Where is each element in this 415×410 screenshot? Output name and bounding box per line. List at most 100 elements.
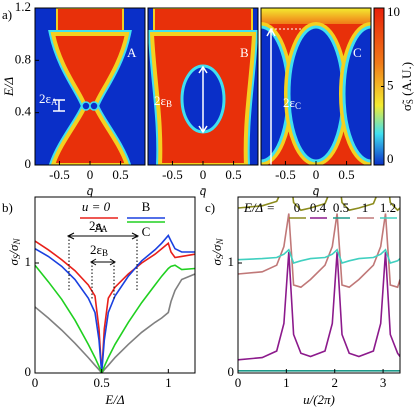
x-tick-label: 1: [283, 375, 290, 390]
y-tick-label: 0.4: [15, 104, 32, 119]
y-axis-label: E/Δ: [1, 77, 16, 98]
x-axis-label: q̄: [313, 183, 320, 198]
y-tick-label: 0: [25, 156, 32, 171]
y-axis-label-part: σ: [209, 258, 224, 265]
x-tick-label: 0: [32, 375, 39, 390]
annotation: 2εB: [90, 242, 108, 258]
colorbar-label: σ̃S (A.U.): [399, 62, 415, 111]
x-tick-label: 0.5: [225, 167, 241, 182]
y-axis-label-part: N: [12, 238, 22, 246]
annotation-arrow: [90, 258, 116, 266]
x-tick-label: -0.5: [162, 167, 183, 182]
panel-name: B: [240, 45, 249, 60]
annotation-part: B: [166, 99, 172, 109]
legend-label: C: [142, 224, 151, 239]
legend-label: 0: [294, 200, 301, 215]
x-tick-label: 0: [200, 167, 207, 182]
series-line: [35, 234, 195, 373]
annotation: 2εB: [154, 93, 172, 109]
x-axis-label: q̄: [200, 183, 207, 198]
arrow: [198, 65, 208, 134]
annotation-part: 2ε: [39, 91, 52, 106]
colorbar-tick-label: 5: [387, 77, 394, 92]
legend-label: 1: [362, 200, 369, 215]
colorbar-tick-label: 10: [387, 4, 400, 19]
annotation-part: 2ε: [154, 93, 167, 108]
y-axis-label-part: S: [215, 254, 225, 259]
legend-title: u = 0: [82, 199, 111, 214]
y-axis-label-part: N: [215, 238, 225, 246]
y-tick-label: 1: [228, 254, 235, 269]
gap: [342, 25, 371, 163]
annotation-part: A: [101, 224, 108, 234]
annotation-guide: [68, 236, 138, 290]
series-line: [35, 273, 195, 373]
x-tick-label: 0.5: [94, 375, 110, 390]
legend-title: E/Δ =: [243, 200, 275, 215]
annotation-part: 2ε: [90, 242, 103, 257]
heatmap: [35, 8, 145, 165]
panel-label: c): [205, 200, 215, 215]
x-tick-label: 3: [380, 375, 387, 390]
x-axis-label: u/(2π): [303, 392, 335, 407]
legend-label: 0.5: [333, 200, 349, 215]
annotation: 2εC: [283, 95, 301, 111]
x-tick-label: 0.5: [112, 167, 128, 182]
panel-name: A: [127, 45, 137, 60]
high-band: [261, 8, 371, 24]
high-band: [153, 8, 253, 35]
series-line: [35, 264, 195, 373]
annotation-part: 2ε: [89, 218, 102, 233]
plot-area: [35, 234, 195, 373]
x-tick-label: 0.5: [338, 167, 354, 182]
x-tick-label: -0.5: [49, 167, 70, 182]
x-tick-label: 1: [165, 375, 172, 390]
series-line: [35, 240, 195, 373]
x-tick-label: -0.5: [275, 167, 296, 182]
y-tick-label: 0: [25, 364, 32, 379]
x-axis-label: E/Δ: [104, 392, 125, 407]
legend-label: B: [142, 199, 151, 214]
x-tick-label: 0: [313, 167, 320, 182]
y-axis-label: σS/σN: [6, 238, 22, 266]
y-axis-label: σS/σN: [209, 238, 225, 266]
frame: [34, 196, 196, 374]
annotation-guide: [91, 262, 115, 300]
bubble: [89, 101, 99, 111]
annotation-part: A: [51, 97, 58, 107]
bracket: [53, 99, 65, 112]
annotation-part: 2ε: [283, 95, 296, 110]
x-axis-label: q̄: [87, 183, 94, 198]
legend-label: 1.2: [380, 200, 396, 215]
annotation-arrow: [66, 232, 140, 240]
high-band: [56, 8, 124, 35]
annotation: 2εA: [89, 218, 108, 234]
legend-label: 0.4: [310, 200, 327, 215]
colorbar-label-part: S: [405, 99, 415, 104]
frame: [237, 196, 401, 374]
y-axis-label-part: S: [12, 254, 22, 259]
heatmap: [148, 8, 258, 165]
annotation-part: B: [102, 248, 108, 258]
y-axis-label-part: /σ: [6, 244, 21, 256]
panel-label: a): [2, 7, 12, 22]
panel-name: C: [353, 45, 362, 60]
y-axis-label-part: /σ: [209, 244, 224, 256]
series-line: [238, 213, 400, 289]
x-tick-label: 0: [235, 375, 242, 390]
legend-label: A: [94, 220, 104, 235]
gap: [287, 25, 345, 163]
panel-label: b): [2, 200, 13, 215]
y-axis-label-part: σ: [6, 258, 21, 265]
region: [50, 32, 130, 165]
colorbar-label-part: (A.U.): [399, 62, 414, 99]
bubble: [81, 101, 91, 111]
x-tick-label: 0: [87, 167, 94, 182]
x-tick-label: 2: [331, 375, 338, 390]
annotation-part: C: [295, 101, 301, 111]
series-line: [238, 251, 400, 361]
